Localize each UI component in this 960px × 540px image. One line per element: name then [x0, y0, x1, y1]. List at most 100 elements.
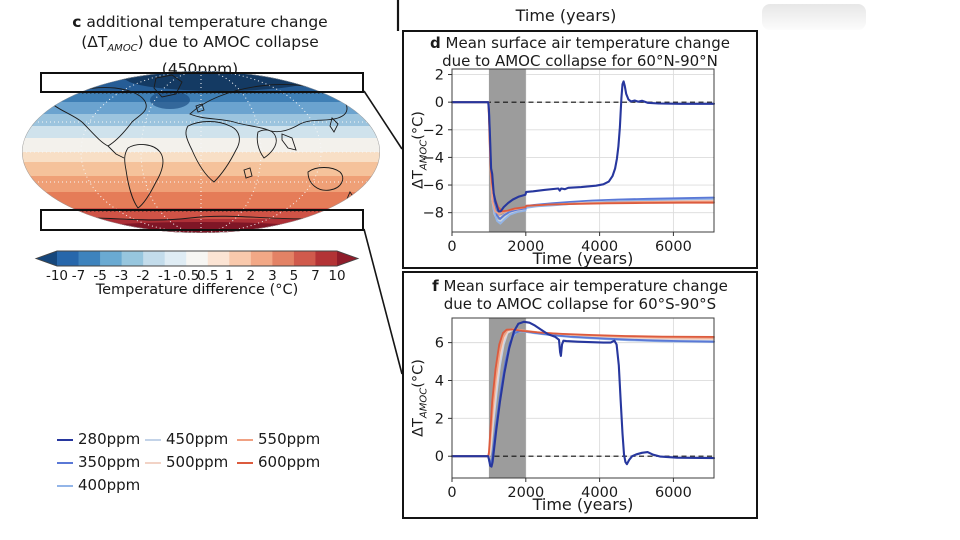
natlantic-cold-blob — [150, 91, 190, 109]
xtick-label: 6000 — [655, 485, 692, 501]
colorbar-segment-2 — [100, 251, 123, 266]
panel-f-title-line1: f Mean surface air temperature change — [432, 277, 728, 295]
colorbar-tick-10: 3 — [268, 268, 277, 284]
legend-swatch-400ppm — [57, 485, 73, 487]
panel-f-title-line2: due to AMOC collapse for 60°S-90°S — [443, 295, 717, 313]
legend-item-500ppm: 500ppm — [145, 454, 228, 470]
plot-border — [451, 68, 715, 233]
legend-swatch-350ppm — [57, 462, 73, 464]
panel-c-title: c additional temperature change (ΔTAMOC)… — [0, 12, 400, 79]
panel-d: d Mean surface air temperature change du… — [402, 30, 758, 269]
ytick-label: −4 — [423, 150, 444, 166]
map-band-11 — [22, 208, 380, 219]
colorbar-arrow-right — [337, 251, 358, 266]
colorbar-segment-8 — [229, 251, 252, 266]
colorbar-segment-10 — [272, 251, 295, 266]
legend-swatch-600ppm — [237, 462, 253, 464]
colorbar-segment-6 — [186, 251, 209, 266]
colorbar-segment-4 — [143, 251, 166, 266]
colorbar-segment-3 — [121, 251, 144, 266]
panel-c-title-line2: (ΔTAMOC) due to AMOC collapse — [81, 33, 319, 55]
legend-label-280ppm: 280ppm — [78, 430, 141, 448]
colorbar-tick-8: 1 — [225, 268, 234, 284]
ytick-label: −8 — [423, 206, 444, 222]
map-band-8 — [22, 162, 380, 176]
colorbar-segment-9 — [250, 251, 273, 266]
north-america-outline — [49, 87, 147, 147]
xtick-label: 2000 — [507, 485, 544, 501]
chart-d-plot: 0 2000 4000 6000 2 0 −2 −4 −6 −8 Time (years) — [423, 68, 716, 268]
legend-label-600ppm: 600ppm — [258, 453, 321, 471]
panel-d-title-line1: d Mean surface air temperature change — [430, 34, 730, 52]
map-band-6 — [22, 138, 380, 152]
map-band-9 — [22, 176, 380, 192]
antarctic-dark-blob — [75, 222, 325, 233]
xtick-label: 2000 — [507, 239, 544, 255]
legend-item-350ppm: 350ppm — [57, 454, 140, 470]
map-band-4 — [22, 114, 380, 126]
legend-label-400ppm: 400ppm — [78, 476, 141, 494]
panel-f: f Mean surface air temperature change du… — [402, 271, 758, 519]
xtick-label: 0 — [447, 239, 456, 255]
map-band-2 — [22, 92, 380, 102]
south-america-outline — [124, 144, 164, 209]
legend-swatch-450ppm — [145, 439, 161, 441]
legend-label-500ppm: 500ppm — [166, 453, 229, 471]
legend-item-550ppm: 550ppm — [237, 431, 320, 447]
colorbar-tick-13: 10 — [328, 268, 345, 284]
legend-swatch-500ppm — [145, 462, 161, 464]
ytick-label: 6 — [435, 336, 444, 352]
legend-label-450ppm: 450ppm — [166, 430, 229, 448]
colorbar-label: Temperature difference (°C) — [95, 282, 299, 298]
madagascar-outline — [243, 167, 253, 179]
map-svg — [22, 71, 380, 233]
gray-artifact — [762, 4, 866, 30]
ytick-label: 0 — [435, 95, 444, 111]
colorbar-segment-1 — [78, 251, 101, 266]
map-band-10 — [22, 192, 380, 208]
ytick-label: 4 — [435, 373, 444, 389]
colorbar-outline — [34, 250, 360, 267]
colorbar-tick-7: 0.5 — [197, 268, 218, 284]
series-line-280ppm — [450, 320, 716, 468]
seasia-outline — [281, 133, 297, 151]
africa-outline — [185, 121, 240, 183]
legend-item-280ppm: 280ppm — [57, 431, 140, 447]
map-box-60s-90s — [40, 209, 364, 231]
graticule-light — [22, 71, 380, 233]
legend-item-450ppm: 450ppm — [145, 431, 228, 447]
colorbar-tick-9: 2 — [247, 268, 256, 284]
plot-border — [451, 317, 715, 479]
colorbar-tick-4: -2 — [136, 268, 149, 284]
ytick-label: −6 — [423, 178, 444, 194]
australia-outline — [307, 167, 344, 191]
india-outline — [256, 129, 277, 159]
panel-d-ylabel: ΔTAMOC(°C) — [410, 111, 430, 189]
eurasia-outline — [189, 84, 348, 133]
panel-c-title-line1: c additional temperature change — [72, 13, 328, 31]
legend-label-550ppm: 550ppm — [258, 430, 321, 448]
map-band-7 — [22, 152, 380, 162]
colorbar-tick-6: -0.5 — [173, 268, 199, 284]
colorbar-svg: -10 -7 -5 -3 -2 -1 -0.50.5 1 2 3 5 7 10 — [34, 250, 360, 284]
panel-f-ylabel: ΔTAMOC(°C) — [410, 359, 430, 437]
colorbar-segment-7 — [207, 251, 230, 266]
series-line-350ppm — [451, 330, 715, 465]
map-box-60n-90n — [40, 72, 364, 93]
central-america-outline — [107, 145, 125, 159]
colorbar-tick-5: -1 — [158, 268, 171, 284]
colorbar-segment-11 — [293, 251, 316, 266]
legend-swatch-550ppm — [237, 439, 253, 441]
xtick-label: 4000 — [581, 239, 618, 255]
legend-label-350ppm: 350ppm — [78, 453, 141, 471]
series-line-600ppm — [451, 328, 715, 458]
map-band-3 — [22, 102, 380, 114]
ytick-label: 0 — [435, 449, 444, 465]
legend: 280ppm 350ppm 400ppm 450ppm 500ppm 550ppm 600p… — [0, 431, 400, 501]
ytick-label: 2 — [435, 68, 444, 84]
top-axis-label: Time (years) — [515, 6, 617, 25]
legend-item-600ppm: 600ppm — [237, 454, 320, 470]
xtick-label: 0 — [447, 485, 456, 501]
x-axis-label: Time (years) — [532, 249, 634, 268]
